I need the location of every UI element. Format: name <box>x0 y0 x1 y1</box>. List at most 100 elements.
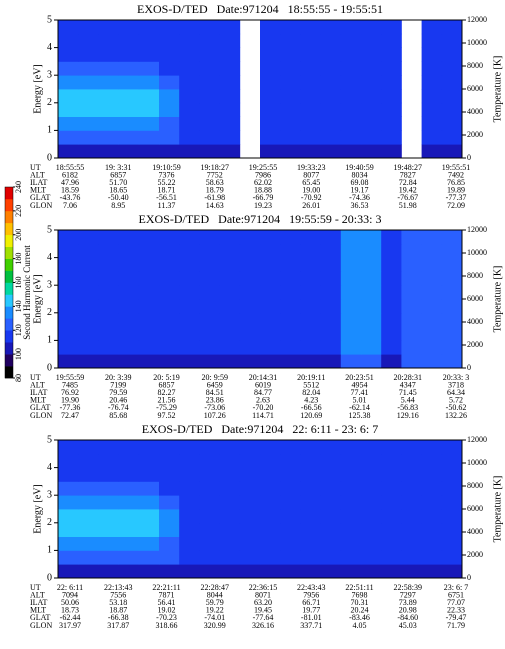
heatmap-cell <box>58 509 79 524</box>
heatmap-cell <box>441 257 463 272</box>
heatmap-cell <box>421 102 443 117</box>
table-cell: 317.97 <box>59 621 81 630</box>
y2-tick-label: 6000 <box>467 504 483 513</box>
table-cell: 50.06 <box>61 598 79 607</box>
heatmap-cell <box>320 257 342 272</box>
panel-title: EXOS-D/TED Date:971204 19:55:59 - 20:33:… <box>139 212 382 226</box>
table-cell: 107.26 <box>204 411 226 420</box>
y2-tick-label: 0 <box>467 153 471 162</box>
heatmap-cell <box>340 33 362 48</box>
heatmap-cell <box>78 440 99 455</box>
heatmap-cell <box>159 495 180 510</box>
heatmap-cell <box>361 20 382 35</box>
heatmap-cell <box>441 47 463 62</box>
table-cell: 20: 9:59 <box>202 373 228 382</box>
heatmap-cell <box>280 243 301 258</box>
heatmap-cell <box>421 312 443 327</box>
heatmap-cell <box>98 257 119 272</box>
heatmap-cell <box>300 440 321 455</box>
heatmap-cell <box>441 33 463 48</box>
table-cell: -56.51 <box>156 193 177 202</box>
heatmap-cell <box>138 243 160 258</box>
table-cell: 326.16 <box>252 621 274 630</box>
y2-tick-label: 6000 <box>467 84 483 93</box>
heatmap-cell <box>179 299 200 314</box>
table-cell: 77.07 <box>447 598 465 607</box>
heatmap-cell <box>159 61 180 76</box>
y2-tick-label: 10000 <box>467 458 487 467</box>
heatmap-cell <box>441 354 463 369</box>
heatmap-cell <box>421 144 443 159</box>
heatmap-cell <box>159 271 180 286</box>
heatmap-cell <box>78 312 99 327</box>
heatmap-cell <box>199 130 220 145</box>
heatmap-cell <box>58 75 79 90</box>
heatmap-cell <box>361 354 382 369</box>
table-cell: -77.37 <box>446 193 467 202</box>
heatmap-cell <box>320 467 342 482</box>
heatmap-cell <box>78 20 99 35</box>
table-cell: 6182 <box>62 170 78 179</box>
heatmap-cell <box>199 299 220 314</box>
table-cell: 8034 <box>352 170 368 179</box>
table-cell: 18.87 <box>109 606 127 615</box>
heatmap-cell <box>300 522 321 537</box>
heatmap-cell <box>58 354 79 369</box>
table-cell: 84.51 <box>206 388 224 397</box>
heatmap-cell <box>58 481 79 496</box>
y-tick-label: 1 <box>47 545 52 556</box>
heatmap-cell <box>361 550 382 565</box>
heatmap-cell <box>280 467 301 482</box>
heatmap-cell <box>260 230 281 245</box>
heatmap-cell <box>421 440 443 455</box>
table-cell: 20: 5:19 <box>153 373 179 382</box>
heatmap-cell <box>199 522 220 537</box>
heatmap-cell <box>199 453 220 468</box>
heatmap-cell <box>179 467 200 482</box>
heatmap-cell <box>441 299 463 314</box>
table-cell: -84.60 <box>397 613 418 622</box>
heatmap-cell <box>340 257 362 272</box>
heatmap-cell <box>280 130 301 145</box>
heatmap-cell <box>260 495 281 510</box>
heatmap-cell <box>401 243 422 258</box>
heatmap-cell <box>421 33 443 48</box>
table-cell: 71.79 <box>447 621 465 630</box>
y2-tick-label: 2000 <box>467 550 483 559</box>
table-cell: 47.96 <box>61 178 79 187</box>
table-cell: 66.71 <box>302 598 320 607</box>
y2-tick-label: 8000 <box>467 61 483 70</box>
table-cell: 19.02 <box>158 606 176 615</box>
heatmap-cell <box>199 509 220 524</box>
heatmap-cell <box>280 440 301 455</box>
heatmap-cell <box>219 130 241 145</box>
heatmap-cell <box>118 550 140 565</box>
colorbar-segment <box>5 234 13 247</box>
table-row-label: MLT <box>30 606 46 615</box>
heatmap-cell <box>340 102 362 117</box>
heatmap-cell <box>98 47 119 62</box>
heatmap-cell <box>260 522 281 537</box>
heatmap-cell <box>260 102 281 117</box>
heatmap-cell <box>340 144 362 159</box>
heatmap-cell <box>159 75 180 90</box>
y-tick-label: 4 <box>47 252 52 263</box>
heatmap-cell <box>300 130 321 145</box>
heatmap-cell <box>361 243 382 258</box>
table-cell: 51.98 <box>399 201 417 210</box>
heatmap-cell <box>179 522 200 537</box>
heatmap-cell <box>320 61 342 76</box>
heatmap-cell <box>179 20 200 35</box>
heatmap-cell <box>381 354 402 369</box>
y-tick-label: 5 <box>47 434 52 445</box>
colorbar-tick-label: 100 <box>14 348 23 360</box>
heatmap-cell <box>239 509 261 524</box>
heatmap-cell <box>239 312 261 327</box>
heatmap-cell <box>320 440 342 455</box>
heatmap-cell <box>381 564 402 579</box>
heatmap-cell <box>320 564 342 579</box>
heatmap-cell <box>441 144 463 159</box>
table-cell: 4.23 <box>304 396 318 405</box>
heatmap-cell <box>441 440 463 455</box>
